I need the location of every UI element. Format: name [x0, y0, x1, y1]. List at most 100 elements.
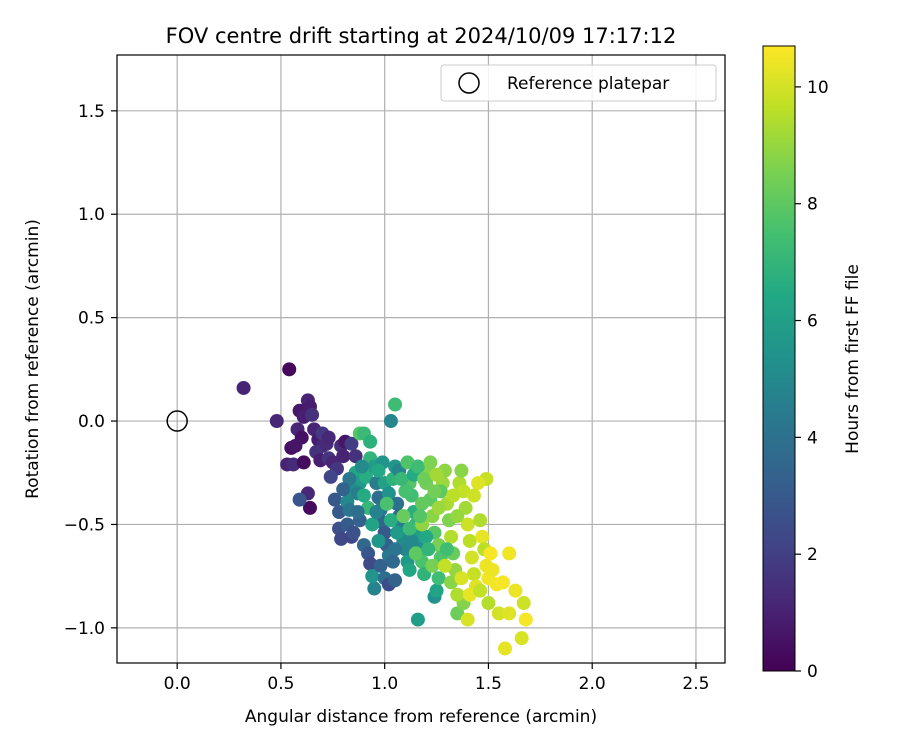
y-axis-label: Rotation from reference (arcmin) — [23, 219, 43, 499]
reference-platepar-marker — [166, 410, 188, 432]
data-point — [296, 455, 311, 470]
data-point — [402, 562, 417, 577]
colorbar-tick-label: 6 — [807, 312, 818, 332]
data-point — [454, 571, 469, 586]
data-point — [439, 542, 454, 557]
colorbar-tick-label: 10 — [807, 78, 829, 98]
plot-frame — [116, 54, 726, 664]
data-point — [363, 556, 378, 571]
data-point — [390, 496, 405, 511]
data-point — [466, 567, 481, 582]
y-axis-ticks: −1.0 −0.5 0.0 0.5 1.0 1.5 — [64, 102, 117, 639]
data-point — [373, 558, 388, 573]
y-tick-label: 1.5 — [78, 102, 105, 122]
data-point — [396, 509, 411, 524]
legend-box — [440, 64, 717, 102]
data-point — [365, 569, 380, 584]
data-point — [336, 482, 351, 497]
data-point — [369, 505, 384, 520]
y-tick-label: 0.5 — [78, 309, 105, 329]
data-point — [516, 596, 531, 611]
data-point — [471, 476, 486, 491]
data-point — [421, 542, 436, 557]
data-point — [415, 496, 430, 511]
data-point — [367, 581, 382, 596]
data-point — [354, 459, 369, 474]
x-axis-label: Angular distance from reference (arcmin) — [245, 707, 597, 727]
colorbar-tick-label: 2 — [807, 545, 818, 565]
legend: Reference platepar — [440, 64, 717, 102]
colorbar-tick-label: 0 — [807, 662, 818, 682]
data-point — [371, 463, 386, 478]
data-point — [475, 529, 490, 544]
data-point — [518, 612, 533, 627]
data-point — [365, 517, 380, 532]
data-point — [450, 587, 465, 602]
data-point — [412, 509, 427, 524]
data-point — [350, 505, 365, 520]
data-point — [388, 542, 403, 557]
y-tick-label: −1.0 — [64, 619, 105, 639]
data-point — [348, 449, 363, 464]
data-point — [450, 509, 465, 524]
data-point — [462, 533, 477, 548]
data-point — [356, 488, 371, 503]
data-point — [491, 606, 506, 621]
data-point — [390, 525, 405, 540]
x-axis-ticks: 0.0 0.5 1.0 1.5 2.0 2.5 — [164, 663, 709, 694]
colorbar-label: Hours from first FF file — [843, 264, 863, 454]
data-point — [514, 631, 529, 646]
data-point — [408, 546, 423, 561]
data-point — [464, 550, 479, 565]
data-point — [425, 558, 440, 573]
data-point — [344, 436, 359, 451]
x-tick-label: 2.0 — [579, 674, 606, 694]
legend-label: Reference platepar — [507, 74, 669, 94]
data-point — [481, 596, 496, 611]
data-point — [388, 573, 403, 588]
colorbar-gradient — [762, 45, 796, 672]
chart-title: FOV centre drift starting at 2024/10/09 … — [166, 24, 677, 48]
data-point — [410, 459, 425, 474]
data-point — [394, 471, 409, 486]
data-point — [460, 612, 475, 627]
data-point — [450, 606, 465, 621]
x-tick-label: 0.0 — [164, 674, 191, 694]
data-point — [292, 492, 307, 507]
data-points — [236, 362, 533, 656]
data-point — [323, 469, 338, 484]
data-point — [269, 414, 284, 429]
x-tick-label: 0.5 — [267, 674, 294, 694]
data-point — [502, 546, 517, 561]
data-point — [336, 449, 351, 464]
data-point — [327, 492, 342, 507]
y-tick-label: 0.0 — [78, 412, 105, 432]
data-point — [473, 583, 488, 598]
data-point — [417, 471, 432, 486]
data-point — [495, 575, 510, 590]
data-point — [427, 484, 442, 499]
data-point — [437, 558, 452, 573]
colorbar: 0 2 4 6 8 10 Hours from first FF file — [762, 45, 863, 682]
legend-marker-icon — [458, 72, 480, 94]
data-point — [305, 407, 320, 422]
data-point — [346, 525, 361, 540]
data-point — [302, 500, 317, 515]
data-point — [379, 496, 394, 511]
data-point — [429, 467, 444, 482]
data-point — [431, 500, 446, 515]
data-point — [363, 434, 378, 449]
data-point — [388, 397, 403, 412]
x-tick-label: 2.5 — [682, 674, 709, 694]
data-point — [321, 430, 336, 445]
data-point — [423, 455, 438, 470]
data-point — [429, 583, 444, 598]
data-point — [398, 484, 413, 499]
data-point — [383, 513, 398, 528]
x-tick-label: 1.0 — [371, 674, 398, 694]
data-point — [334, 531, 349, 546]
data-point — [473, 513, 488, 528]
data-point — [466, 488, 481, 503]
